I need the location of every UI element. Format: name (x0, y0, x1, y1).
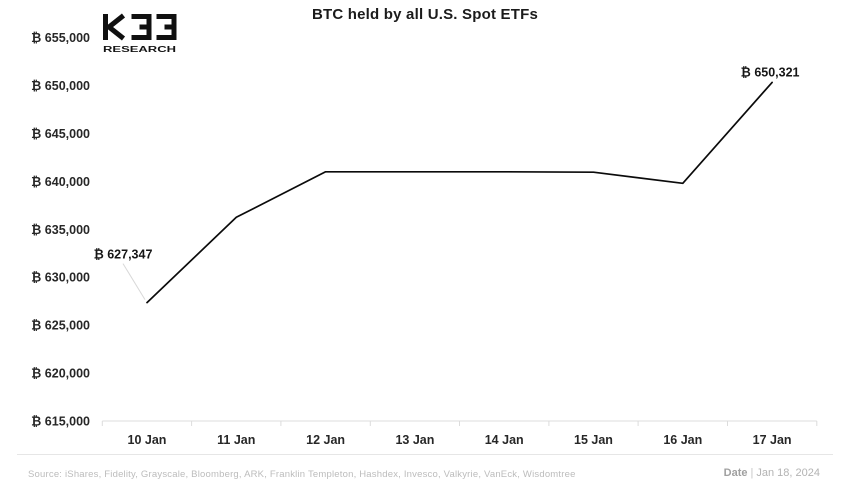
y-axis-label: ₿ 620,000 (31, 367, 90, 381)
x-axis-label: 14 Jan (485, 433, 524, 447)
x-axis-label: 16 Jan (663, 433, 702, 447)
y-axis-label: ₿ 650,000 (31, 79, 90, 93)
line-chart: ₿ 655,000 ₿ 650,000 ₿ 645,000 ₿ 640,000 … (31, 31, 818, 447)
first-point-label: ₿ 627,347 (94, 248, 153, 262)
x-axis-label: 11 Jan (217, 433, 255, 447)
y-axis-label: ₿ 640,000 (31, 175, 90, 189)
y-axis-label: ₿ 615,000 (31, 414, 90, 428)
date-label: Date | Jan 18, 2024 (724, 467, 820, 479)
x-axis-labels: 10 Jan 11 Jan 12 Jan 13 Jan 14 Jan 15 Ja… (128, 433, 792, 447)
date-value: Jan 18, 2024 (756, 467, 820, 479)
x-axis-label: 13 Jan (395, 433, 434, 447)
k33-logo: RESEARCH (102, 13, 180, 62)
y-axis-labels: ₿ 655,000 ₿ 650,000 ₿ 645,000 ₿ 640,000 … (31, 31, 90, 428)
footer-divider (17, 454, 833, 455)
date-separator: | (750, 467, 754, 479)
y-axis-label: ₿ 645,000 (31, 127, 90, 141)
y-axis-label: ₿ 625,000 (31, 319, 90, 333)
x-axis-line (101, 420, 818, 426)
x-axis-label: 12 Jan (306, 433, 345, 447)
y-axis-label: ₿ 630,000 (31, 271, 90, 285)
x-axis-label: 15 Jan (574, 433, 613, 447)
chart-title: BTC held by all U.S. Spot ETFs (311, 6, 539, 23)
last-point-label: ₿ 650,321 (741, 65, 800, 79)
k33-logo-mark: RESEARCH (103, 13, 177, 54)
date-label-word: Date (723, 467, 748, 479)
annotation-leader-line (122, 263, 146, 300)
series-line (146, 81, 773, 304)
x-axis-label: 10 Jan (128, 433, 167, 447)
y-axis-label: ₿ 635,000 (31, 223, 90, 237)
y-axis-label: ₿ 655,000 (31, 31, 90, 45)
source-text: Source: iShares, Fidelity, Grayscale, Bl… (28, 469, 576, 480)
x-axis-label: 17 Jan (753, 433, 792, 447)
k33-logo-subtitle: RESEARCH (103, 45, 176, 54)
